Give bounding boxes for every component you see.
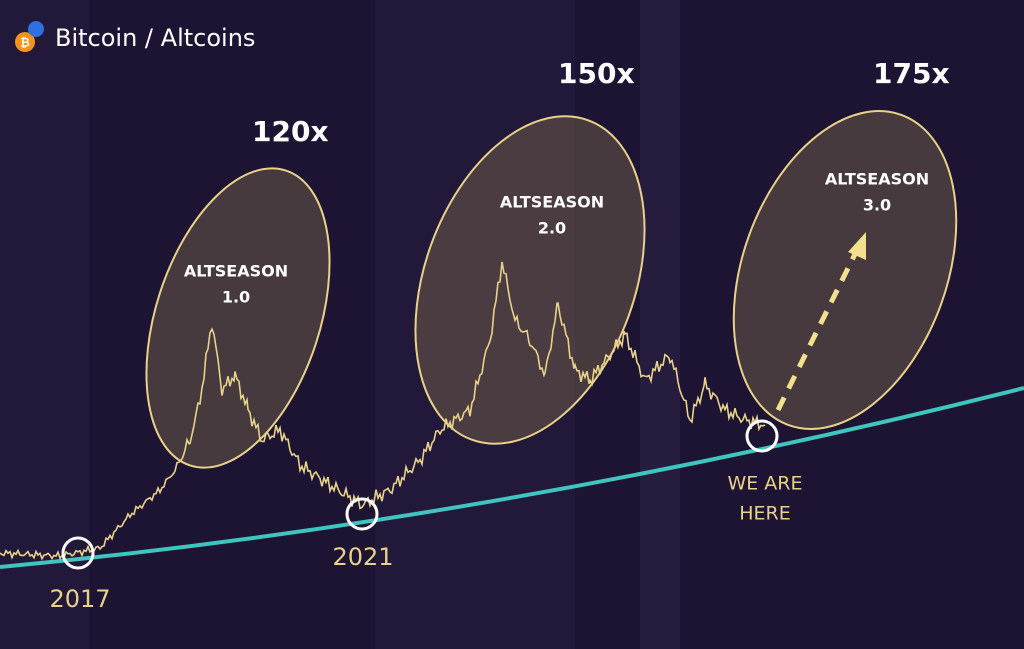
markers <box>61 419 779 570</box>
marker-circle <box>745 419 779 453</box>
season-version: 3.0 <box>863 196 891 215</box>
season-name: ALTSEASON <box>500 193 604 212</box>
multiplier: 175x <box>873 57 950 90</box>
trend-line <box>0 386 1024 569</box>
marker-label: WE ARE <box>727 473 802 495</box>
season-ellipse <box>145 167 331 469</box>
season-ellipse <box>414 115 646 445</box>
season-name: ALTSEASON <box>825 170 929 189</box>
price-line <box>0 261 766 561</box>
title-icon: ₿ <box>15 21 44 52</box>
arrow-shaft <box>775 248 860 412</box>
season-version: 1.0 <box>222 288 250 307</box>
chart-title: Bitcoin / Altcoins <box>55 24 255 52</box>
multiplier: 120x <box>252 115 329 148</box>
arrow-head <box>848 232 866 260</box>
marker-circle <box>61 536 95 570</box>
band <box>0 0 90 649</box>
marker-label: HERE <box>739 503 791 525</box>
marker-label: 2017 <box>49 585 110 613</box>
season-version: 2.0 <box>538 219 566 238</box>
marker-label: 2021 <box>332 543 393 571</box>
marker-circle <box>345 497 379 531</box>
band <box>640 0 680 649</box>
multiplier: 150x <box>558 57 635 90</box>
band <box>375 0 575 649</box>
season-name: ALTSEASON <box>184 262 288 281</box>
svg-text:₿: ₿ <box>20 36 30 50</box>
